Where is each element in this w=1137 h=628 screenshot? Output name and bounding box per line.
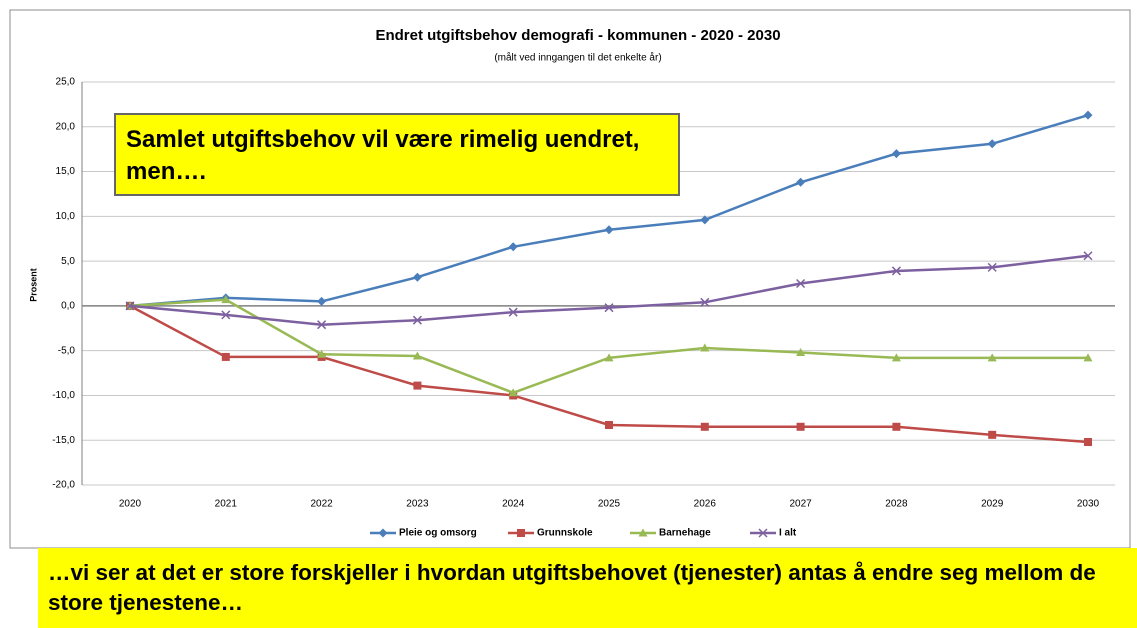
chart-title: Endret utgiftsbehov demografi - kommunen…: [375, 27, 780, 44]
y-tick-label: 5,0: [61, 256, 75, 267]
data-point: [988, 430, 997, 439]
x-tick-label: 2025: [598, 499, 621, 510]
x-tick-label: 2022: [310, 499, 333, 510]
data-point: [412, 315, 422, 325]
legend-label: I alt: [779, 528, 797, 539]
data-point: [1083, 353, 1093, 362]
annotation-box: …vi ser at det er store forskjeller i hv…: [38, 548, 1137, 628]
data-point: [412, 351, 422, 360]
y-tick-label: 10,0: [56, 211, 76, 222]
x-tick-label: 2029: [981, 499, 1004, 510]
legend-label: Pleie og omsorg: [399, 528, 477, 539]
data-point: [700, 422, 709, 431]
x-tick-label: 2023: [406, 499, 429, 510]
y-tick-label: -10,0: [52, 390, 75, 401]
data-point: [317, 349, 327, 358]
legend-label: Barnehage: [659, 528, 711, 539]
data-point: [700, 343, 710, 352]
data-point: [221, 295, 231, 304]
y-tick-label: -15,0: [52, 435, 75, 446]
data-point: [1084, 438, 1092, 447]
data-point: [604, 353, 614, 362]
y-tick-label: 25,0: [56, 77, 76, 88]
data-point: [1083, 251, 1093, 261]
legend-marker: [638, 528, 648, 537]
data-point: [604, 225, 614, 235]
y-tick-label: -20,0: [52, 480, 75, 491]
data-point: [508, 307, 518, 317]
data-point: [796, 278, 806, 289]
legend-marker: [758, 528, 768, 538]
data-point: [700, 215, 710, 225]
data-point: [796, 177, 806, 187]
chart-subtitle: (målt ved inngangen til det enkelte år): [494, 52, 661, 64]
annotation-box: Samlet utgiftsbehov vil være rimelig uen…: [114, 113, 680, 196]
x-tick-label: 2021: [215, 499, 238, 510]
data-point: [221, 310, 231, 320]
data-point: [796, 347, 806, 356]
data-point: [796, 422, 805, 431]
data-point: [891, 353, 901, 362]
x-tick-label: 2027: [789, 499, 812, 510]
data-point: [412, 272, 422, 282]
data-point: [508, 388, 518, 397]
data-point: [221, 352, 230, 361]
y-tick-label: 0,0: [61, 301, 75, 312]
data-point: [317, 296, 327, 306]
legend-marker: [378, 528, 388, 538]
data-point: [413, 381, 422, 390]
data-point: [987, 353, 997, 362]
data-point: [891, 266, 901, 276]
data-point: [987, 139, 997, 149]
data-point: [317, 320, 327, 330]
x-tick-label: 2024: [502, 499, 525, 510]
x-tick-label: 2020: [119, 499, 142, 510]
legend-marker: [517, 529, 525, 537]
data-point: [604, 303, 614, 313]
data-point: [987, 262, 997, 272]
data-point: [891, 149, 901, 159]
chart-frame: [9, 9, 1131, 549]
data-point: [700, 297, 710, 307]
x-tick-label: 2026: [694, 499, 717, 510]
data-point: [125, 301, 135, 311]
x-tick-label: 2030: [1077, 499, 1100, 510]
y-tick-label: 15,0: [56, 166, 76, 177]
x-tick-label: 2028: [885, 499, 908, 510]
legend-label: Grunnskole: [537, 528, 593, 539]
data-point: [1083, 110, 1093, 120]
y-tick-label: 20,0: [56, 121, 76, 132]
data-point: [892, 422, 901, 431]
data-point: [508, 242, 518, 252]
data-point: [605, 420, 613, 429]
y-axis-label: Prosent: [28, 268, 38, 302]
y-tick-label: -5,0: [58, 345, 76, 356]
